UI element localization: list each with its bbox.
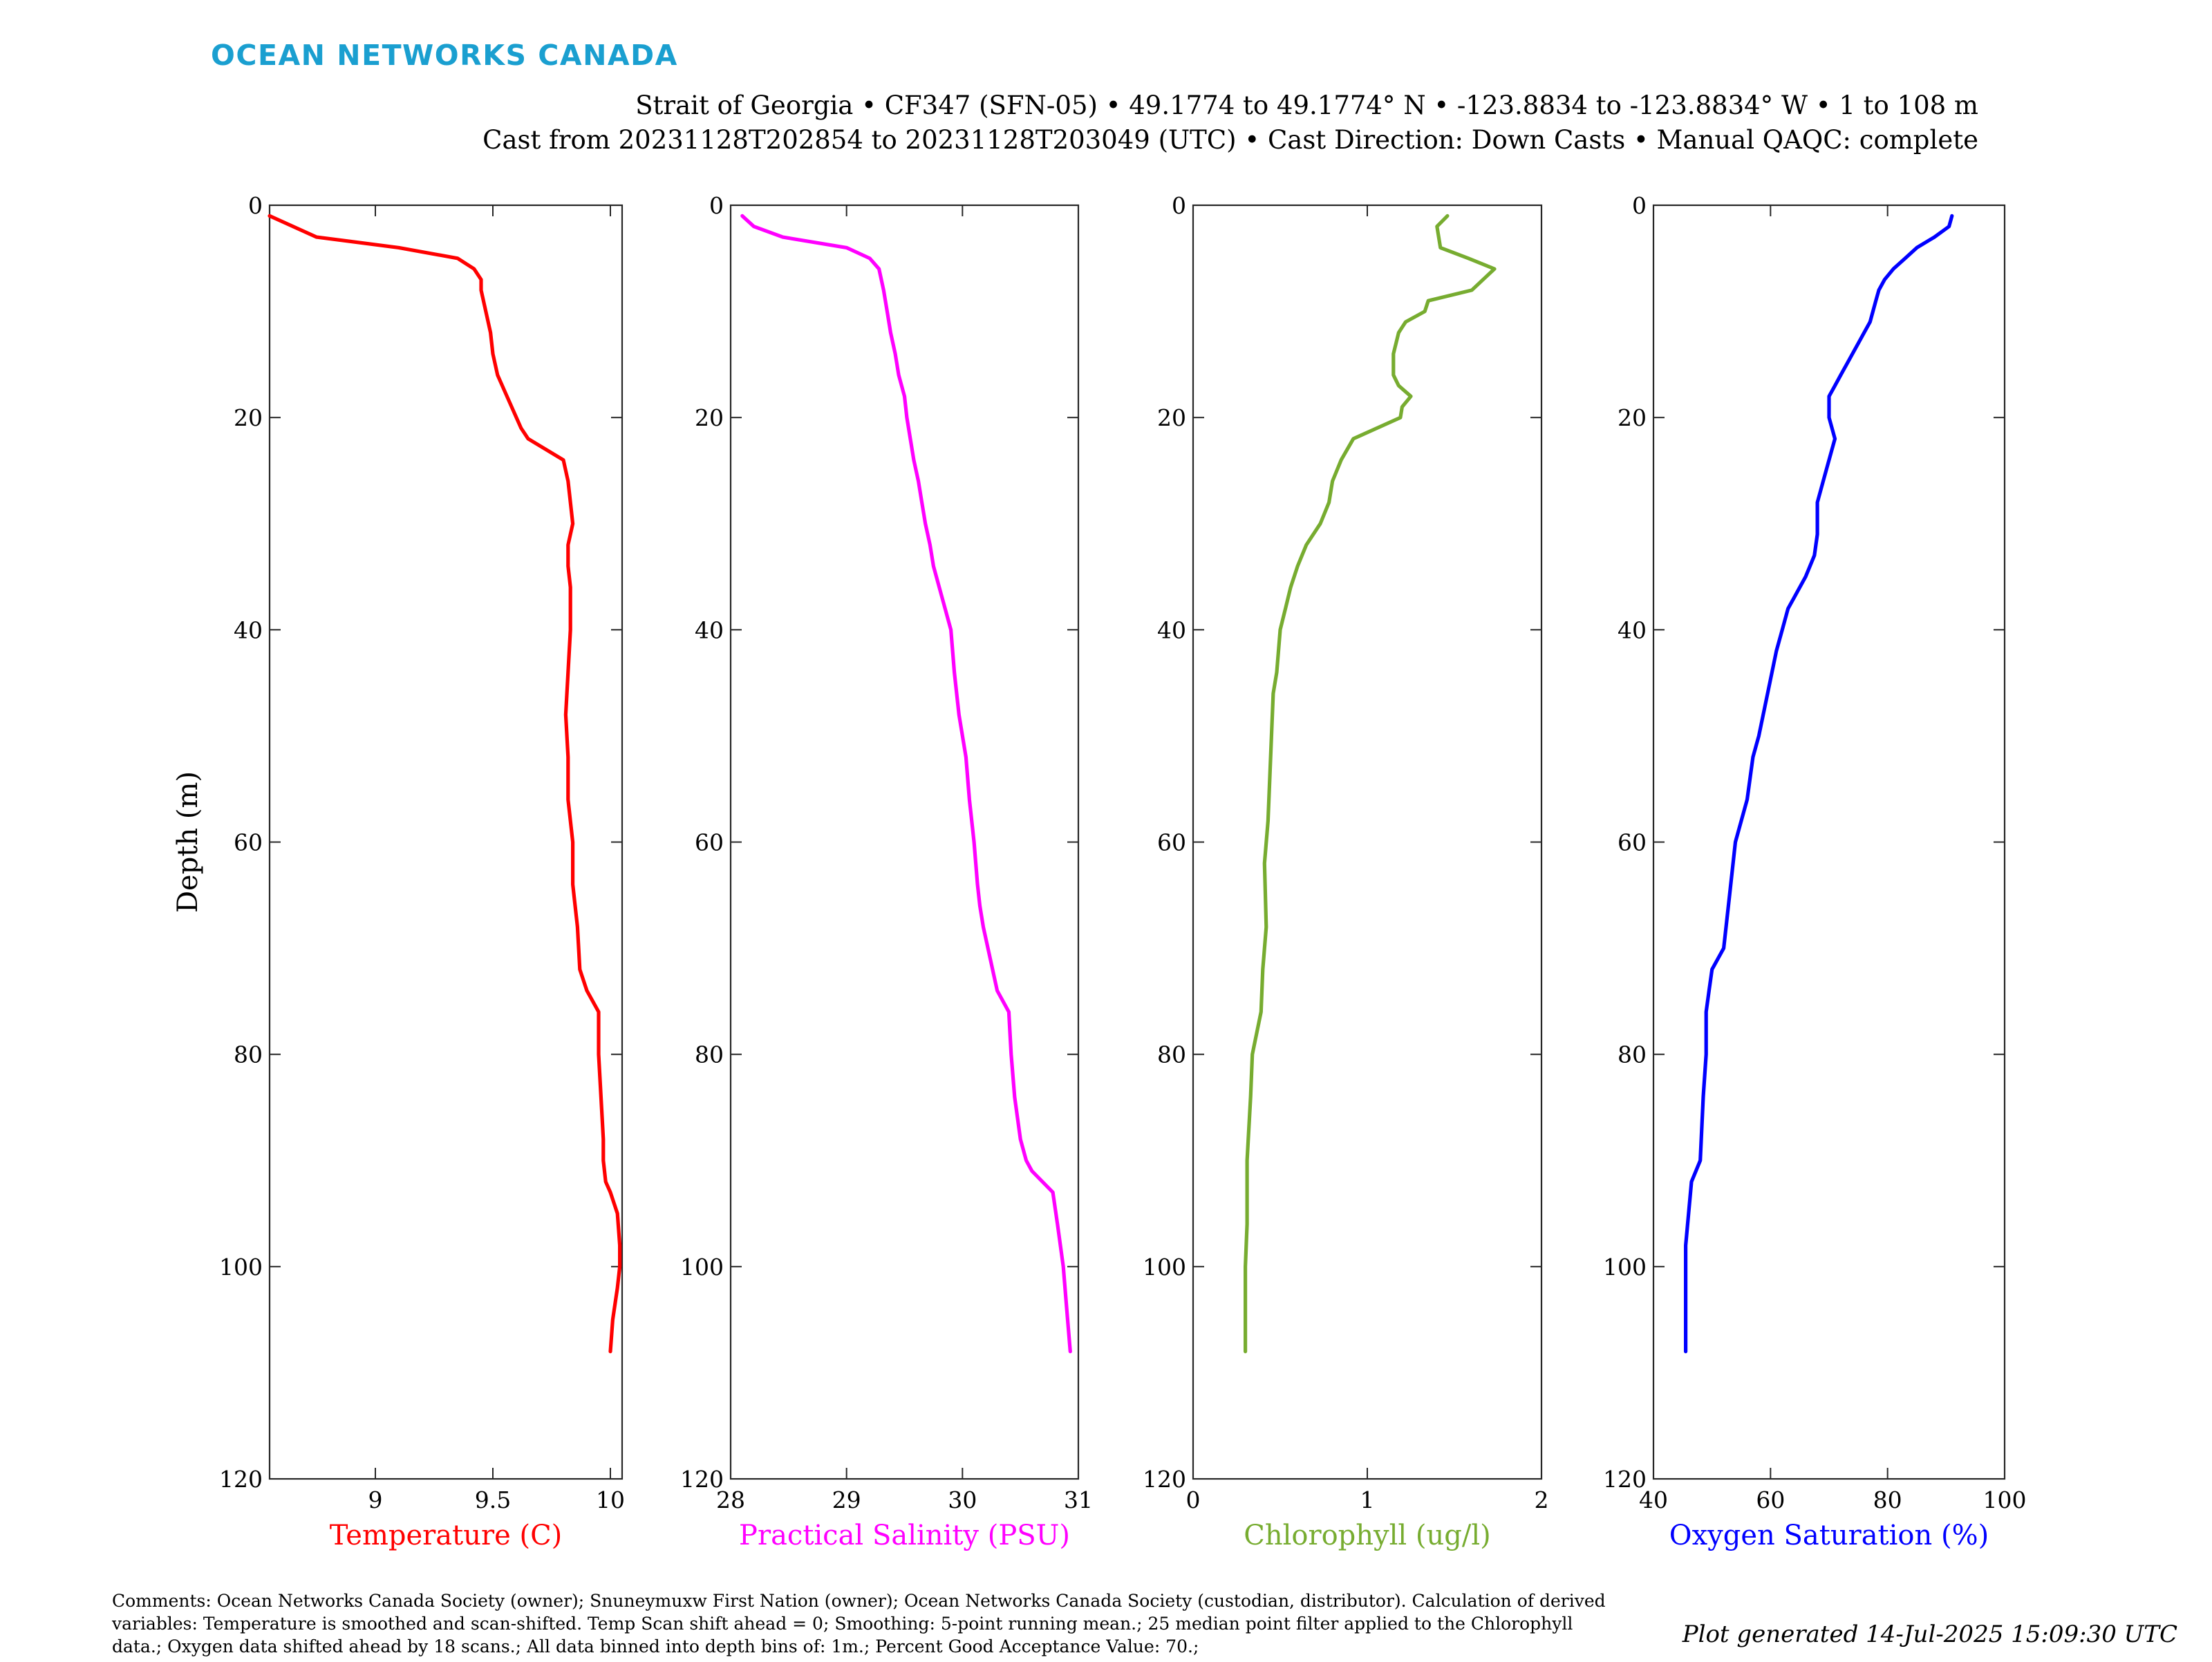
salinity-ytick-label: 60 xyxy=(695,829,724,856)
chlorophyll-xtick-label: 0 xyxy=(1186,1486,1201,1513)
comments-line-3: data.; Oxygen data shifted ahead by 18 s… xyxy=(112,1636,1199,1656)
oxygen-ytick-label: 60 xyxy=(1618,829,1647,856)
temperature-profile-line xyxy=(268,214,622,1354)
chlorophyll-ytick-label: 40 xyxy=(1157,616,1186,643)
salinity-ytick-label: 20 xyxy=(695,404,724,431)
salinity-profile-line xyxy=(740,214,1072,1354)
temperature-ytick-label: 100 xyxy=(219,1254,263,1281)
oxygen-profile-line xyxy=(1684,214,1954,1354)
temperature-xtick-label: 9 xyxy=(368,1486,383,1513)
salinity-ytick-label: 100 xyxy=(680,1254,724,1281)
chlorophyll-ytick-label: 60 xyxy=(1157,829,1186,856)
salinity-xtick-label: 29 xyxy=(832,1486,861,1513)
oxygen-ytick-label: 20 xyxy=(1618,404,1647,431)
temperature-ytick-label: 80 xyxy=(234,1041,263,1068)
chlorophyll-xtick-label: 2 xyxy=(1535,1486,1549,1513)
temperature-xtick-label: 9.5 xyxy=(475,1486,511,1513)
chlorophyll-ytick-label: 100 xyxy=(1143,1254,1186,1281)
salinity-xlabel: Practical Salinity (PSU) xyxy=(739,1520,1070,1551)
chlorophyll-xtick-label: 1 xyxy=(1360,1486,1375,1513)
salinity-ytick-label: 120 xyxy=(680,1466,724,1493)
plot-title-line1: Strait of Georgia • CF347 (SFN-05) • 49.… xyxy=(635,91,1978,120)
salinity-xtick-label: 31 xyxy=(1064,1486,1093,1513)
oxygen-xtick-label: 100 xyxy=(1983,1486,2027,1513)
comments-line-2: variables: Temperature is smoothed and s… xyxy=(111,1614,1573,1634)
temperature-ytick-label: 60 xyxy=(234,829,263,856)
oxygen-xtick-label: 80 xyxy=(1873,1486,1902,1513)
temperature-ytick-label: 20 xyxy=(234,404,263,431)
salinity-xtick-label: 30 xyxy=(948,1486,977,1513)
chlorophyll-xlabel: Chlorophyll (ug/l) xyxy=(1244,1520,1491,1551)
oxygen-ytick-label: 80 xyxy=(1618,1041,1647,1068)
oxygen-ytick-label: 100 xyxy=(1603,1254,1647,1281)
salinity-ytick-label: 40 xyxy=(695,616,724,643)
oxygen-xlabel: Oxygen Saturation (%) xyxy=(1669,1520,1989,1551)
depth-ylabel: Depth (m) xyxy=(172,771,204,913)
plot-generated-timestamp: Plot generated 14-Jul-2025 15:09:30 UTC xyxy=(1682,1621,2177,1648)
plot-title-line2: Cast from 20231128T202854 to 20231128T20… xyxy=(482,125,1978,155)
salinity-ytick-label: 0 xyxy=(709,192,724,219)
temperature-ytick-label: 0 xyxy=(248,192,263,219)
chlorophyll-ytick-label: 120 xyxy=(1143,1466,1186,1493)
salinity-xtick-label: 28 xyxy=(716,1486,745,1513)
chlorophyll-profile-line xyxy=(1243,214,1497,1354)
comments-line-1: Comments: Ocean Networks Canada Society … xyxy=(112,1591,1606,1611)
oxygen-ytick-label: 120 xyxy=(1603,1466,1647,1493)
oxygen-ytick-label: 40 xyxy=(1618,616,1647,643)
temperature-ytick-label: 120 xyxy=(219,1466,263,1493)
temperature-ytick-label: 40 xyxy=(234,616,263,643)
temperature-xtick-label: 10 xyxy=(596,1486,625,1513)
chlorophyll-ytick-label: 0 xyxy=(1172,192,1186,219)
chlorophyll-ytick-label: 20 xyxy=(1157,404,1186,431)
oxygen-ytick-label: 0 xyxy=(1632,192,1647,219)
chlorophyll-ytick-label: 80 xyxy=(1157,1041,1186,1068)
oxygen-xtick-label: 60 xyxy=(1756,1486,1785,1513)
onc-logo-text: OCEAN NETWORKS CANADA xyxy=(211,39,678,72)
temperature-axes-box xyxy=(268,204,624,1480)
oxygen-xtick-label: 40 xyxy=(1639,1486,1668,1513)
salinity-ytick-label: 80 xyxy=(695,1041,724,1068)
temperature-panel: 0 20 40 60 80 100 120 9 9.5 10 Temperature (C) Dept… xyxy=(172,192,625,1551)
temperature-xlabel: Temperature (C) xyxy=(330,1520,563,1551)
